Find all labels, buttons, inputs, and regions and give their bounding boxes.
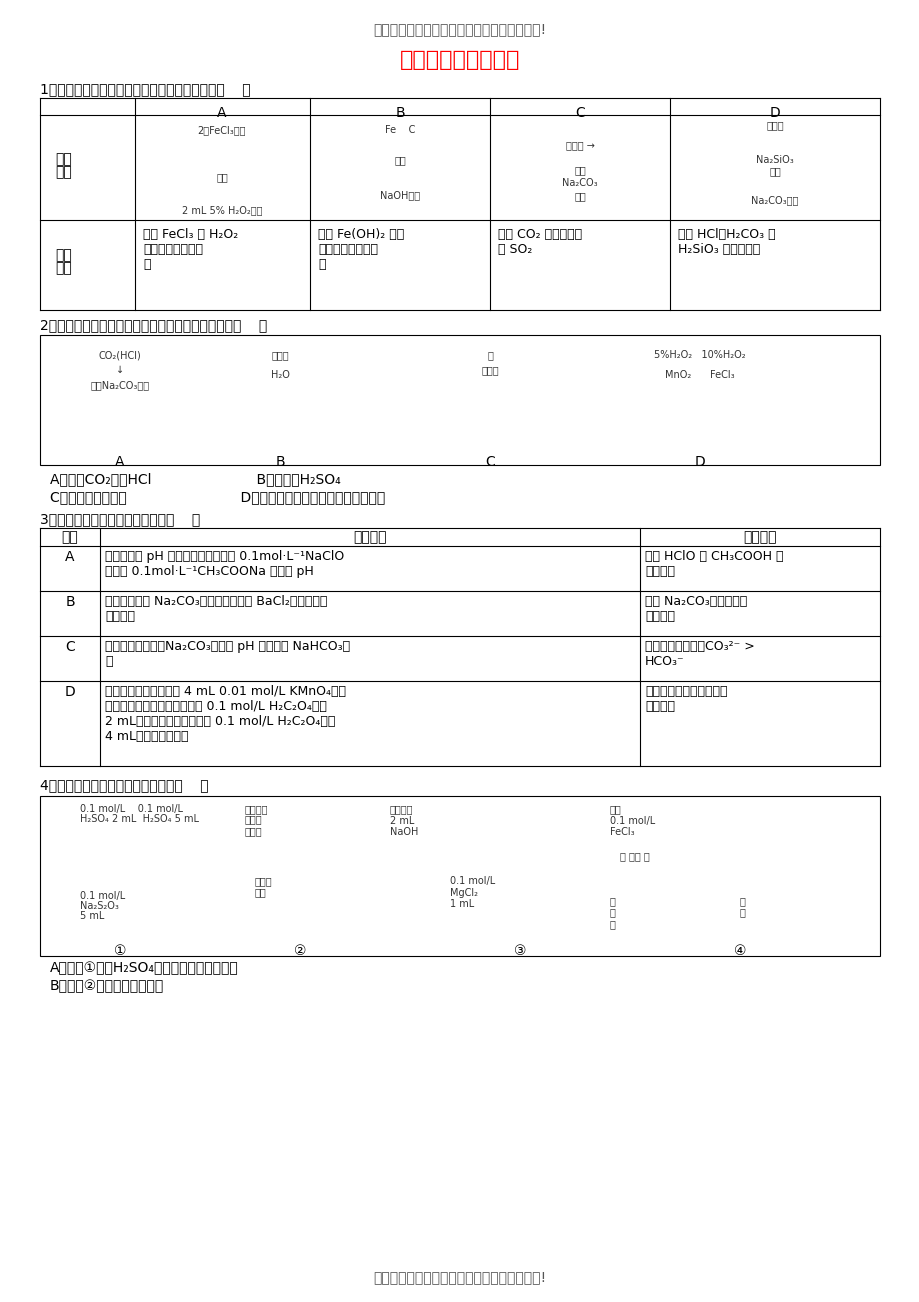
Text: 饱和Na₂CO₃溶液: 饱和Na₂CO₃溶液	[90, 380, 150, 391]
Text: H₂O: H₂O	[270, 370, 289, 380]
Text: C: C	[484, 454, 494, 469]
Text: Na₂CO₃: Na₂CO₃	[562, 178, 597, 187]
Text: D: D	[769, 105, 779, 120]
Text: 欢迎阅读本文档，希望本文档能对您有所帮助!: 欢迎阅读本文档，希望本文档能对您有所帮助!	[373, 1269, 546, 1284]
Text: ②: ②	[293, 944, 306, 958]
Text: 实验目的: 实验目的	[743, 530, 776, 544]
Text: B．装置②可用于测定中和热: B．装置②可用于测定中和热	[50, 979, 165, 993]
Text: 2 mL 5% H₂O₂溶液: 2 mL 5% H₂O₂溶液	[182, 204, 262, 215]
Text: 0.1 mol/L
MgCl₂
1 mL: 0.1 mol/L MgCl₂ 1 mL	[449, 876, 494, 909]
Text: 止水夹: 止水夹	[481, 365, 498, 375]
Bar	[40, 796, 879, 956]
Text: 实验: 实验	[55, 247, 72, 262]
Text: ③: ③	[513, 944, 526, 958]
Text: Na₂S₂O₃: Na₂S₂O₃	[80, 901, 119, 911]
Text: 实验内容: 实验内容	[353, 530, 386, 544]
Text: 溶液: 溶液	[573, 191, 585, 201]
Text: 向含有酚酞的 Na₂CO₃溶液中加入少量 BaCl₂固体，溶液
红色变浅: 向含有酚酞的 Na₂CO₃溶液中加入少量 BaCl₂固体，溶液 红色变浅	[105, 595, 327, 622]
Text: B: B	[65, 595, 74, 609]
Text: 搅拌棒: 搅拌棒	[244, 814, 262, 824]
Text: B: B	[275, 454, 285, 469]
Text: C: C	[65, 641, 74, 654]
Text: 稀硫酸: 稀硫酸	[271, 350, 289, 359]
Text: 制备 Fe(OH)₂ 并能
较长时间观察其颜
色: 制备 Fe(OH)₂ 并能 较长时间观察其颜 色	[318, 228, 403, 271]
Text: 滴加过量
2 mL
NaOH: 滴加过量 2 mL NaOH	[390, 805, 418, 837]
Text: 欢迎阅读本文档，希望本文档能对您有所帮助!: 欢迎阅读本文档，希望本文档能对您有所帮助!	[373, 22, 546, 36]
Text: 水: 水	[486, 350, 493, 359]
Text: ↓: ↓	[116, 365, 124, 375]
Text: 5 mL: 5 mL	[80, 911, 104, 921]
Text: 铁
阳
极: 铁 阳 极	[609, 896, 615, 930]
Text: 0.1 mol/L    0.1 mol/L: 0.1 mol/L 0.1 mol/L	[80, 805, 183, 814]
Text: 编号: 编号	[62, 530, 78, 544]
Text: B: B	[395, 105, 404, 120]
Text: C: C	[574, 105, 584, 120]
Text: MnO₂      FeCl₃: MnO₂ FeCl₃	[664, 370, 734, 380]
Text: A．装置①探究H₂SO₄浓度对反应速率的影响: A．装置①探究H₂SO₄浓度对反应速率的影响	[50, 961, 239, 975]
Text: 验证 FeCl₃ 对 H₂O₂
分解反应有催化作
用: 验证 FeCl₃ 对 H₂O₂ 分解反应有催化作 用	[142, 228, 238, 271]
Text: 室温下，用 pH 试纸分别测定浓度为 0.1mol·L⁻¹NaClO
溶液和 0.1mol·L⁻¹CH₃COONa 溶液的 pH: 室温下，用 pH 试纸分别测定浓度为 0.1mol·L⁻¹NaClO 溶液和 0…	[105, 549, 344, 578]
Text: 5%H₂O₂   10%H₂O₂: 5%H₂O₂ 10%H₂O₂	[653, 350, 745, 359]
Text: 常温下，测得饱和Na₂CO₃溶液的 pH 大于饱和 NaHCO₃溶
液: 常温下，测得饱和Na₂CO₃溶液的 pH 大于饱和 NaHCO₃溶 液	[105, 641, 350, 668]
Text: 2．下图所示的实验方法、装置或操作完全正确的是（    ）: 2．下图所示的实验方法、装置或操作完全正确的是（ ）	[40, 318, 267, 332]
Text: 化学反应条件的控制: 化学反应条件的控制	[400, 49, 519, 70]
Text: 取两只试管，分别加入 4 mL 0.01 mol/L KMnO₄酸性
溶液，然后向一只试管中加入 0.1 mol/L H₂C₂O₄溶液
2 mL，向另一只试管中: 取两只试管，分别加入 4 mL 0.01 mol/L KMnO₄酸性 溶液，然后…	[105, 685, 346, 743]
Text: 热水: 热水	[216, 172, 228, 182]
Text: 环形玻璃: 环形玻璃	[244, 805, 268, 814]
Text: 饱和: 饱和	[573, 165, 585, 174]
Text: 比较 HClO 和 CH₃COOH 的
酸性强弱: 比较 HClO 和 CH₃COOH 的 酸性强弱	[644, 549, 783, 578]
Text: D: D	[694, 454, 705, 469]
Text: ①: ①	[114, 944, 126, 958]
Text: CO₂(HCl): CO₂(HCl)	[98, 350, 142, 359]
Text: ④: ④	[733, 944, 745, 958]
Text: Na₂CO₃固体: Na₂CO₃固体	[751, 195, 798, 204]
Text: 温度计: 温度计	[244, 825, 262, 836]
Text: 1．下列图中的实验方案，能达到实验目的的是（    ）: 1．下列图中的实验方案，能达到实验目的的是（ ）	[40, 82, 250, 96]
Text: 方案: 方案	[55, 165, 72, 178]
Text: A．除去CO₂中的HCl                        B．稀释浓H₂SO₄: A．除去CO₂中的HCl B．稀释浓H₂SO₄	[50, 473, 340, 486]
Text: 4．下列装置或操作能达到目的的是（    ）: 4．下列装置或操作能达到目的的是（ ）	[40, 779, 209, 792]
Text: 实验: 实验	[55, 152, 72, 165]
Text: 证明 Na₂CO₃溶液中存在
水解平衡: 证明 Na₂CO₃溶液中存在 水解平衡	[644, 595, 746, 622]
Text: A: A	[65, 549, 74, 564]
Text: 比较 HCl、H₂CO₃ 和
H₂SiO₃ 的酸性强弱: 比较 HCl、H₂CO₃ 和 H₂SiO₃ 的酸性强弱	[677, 228, 775, 256]
Text: 石
墨: 石 墨	[739, 896, 745, 918]
Bar	[40, 335, 879, 465]
Text: 0.1 mol/L: 0.1 mol/L	[80, 891, 125, 901]
Text: A: A	[217, 105, 226, 120]
Text: 煤油: 煤油	[393, 155, 405, 165]
Text: Na₂SiO₃
溶液: Na₂SiO₃ 溶液	[755, 155, 793, 177]
Text: 浓盐酸: 浓盐酸	[766, 120, 783, 130]
Text: H₂SO₄ 2 mL  H₂SO₄ 5 mL: H₂SO₄ 2 mL H₂SO₄ 5 mL	[80, 814, 199, 824]
Text: D: D	[64, 685, 75, 699]
Text: 混合气 →: 混合气 →	[565, 141, 594, 150]
Text: 目的: 目的	[55, 260, 72, 275]
Text: 一 电源 ＋: 一 电源 ＋	[619, 852, 649, 861]
Text: Fe    C: Fe C	[384, 125, 414, 135]
Text: 3．下列实验能达到预期目的的是（    ）: 3．下列实验能达到预期目的的是（ ）	[40, 512, 200, 526]
Text: 证明草酸浓度越大，反应
速率越快: 证明草酸浓度越大，反应 速率越快	[644, 685, 727, 713]
Text: NaOH溶液: NaOH溶液	[380, 190, 420, 201]
Text: C．检查装置气密性                          D．研究不同催化剂对反应速率的影响: C．检查装置气密性 D．研究不同催化剂对反应速率的影响	[50, 490, 385, 504]
Text: 滴加
0.1 mol/L
FeCl₃: 滴加 0.1 mol/L FeCl₃	[609, 805, 654, 837]
Text: 2滴FeCl₃溶液: 2滴FeCl₃溶液	[198, 125, 246, 135]
Text: 除去 CO₂ 气体中混有
的 SO₂: 除去 CO₂ 气体中混有 的 SO₂	[497, 228, 582, 256]
Text: 碎泡沫
塑料: 碎泡沫 塑料	[255, 876, 272, 897]
Text: 常温下水解程度：CO₃²⁻ >
HCO₃⁻: 常温下水解程度：CO₃²⁻ > HCO₃⁻	[644, 641, 754, 668]
Text: A: A	[115, 454, 125, 469]
